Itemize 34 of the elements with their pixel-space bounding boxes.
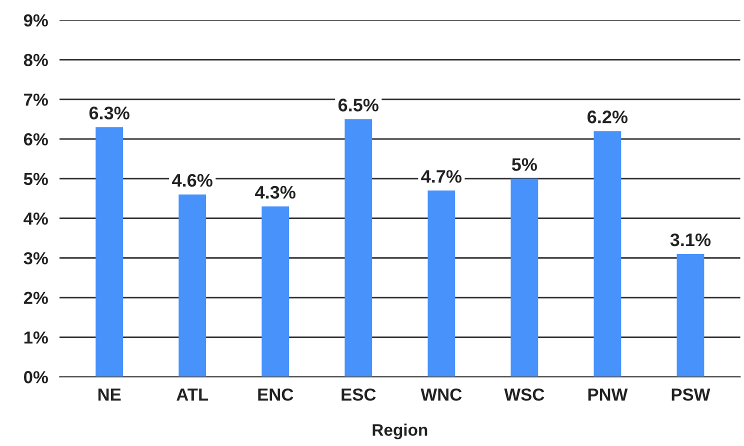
- x-tick-label: PNW: [588, 388, 628, 401]
- y-tick-label: 6%: [24, 133, 48, 146]
- x-tick-label: NE: [98, 388, 121, 401]
- data-label: 6.3%: [89, 106, 130, 120]
- y-tick-label: 5%: [24, 172, 48, 186]
- bar: [96, 127, 124, 377]
- x-tick-label: WSC: [504, 388, 544, 401]
- y-tick-label: 4%: [24, 212, 48, 225]
- bar: [510, 178, 538, 377]
- y-tick-label: 8%: [24, 54, 48, 66]
- data-label: 4.7%: [421, 170, 462, 183]
- x-tick-label: ESC: [342, 388, 376, 401]
- x-tick-label: PSW: [672, 388, 710, 401]
- y-tick-label: 0%: [24, 371, 48, 384]
- bar: [428, 190, 456, 377]
- data-label: 4.6%: [172, 174, 212, 187]
- data-label: 3.1%: [670, 233, 711, 246]
- y-tick-label: 9%: [24, 14, 48, 27]
- y-tick-label: 1%: [24, 331, 48, 344]
- bar: [594, 131, 622, 377]
- y-tick-label: 7%: [24, 94, 48, 106]
- y-tick-label: 2%: [24, 292, 48, 304]
- x-tick-label: ATL: [176, 388, 208, 401]
- x-tick-label: ENC: [258, 388, 294, 401]
- y-tick-label: 3%: [24, 252, 48, 264]
- data-label: 5%: [512, 158, 537, 171]
- x-axis-title: Region: [372, 424, 428, 440]
- data-label: 6.2%: [588, 110, 628, 124]
- bar: [262, 206, 290, 377]
- data-label: 6.5%: [338, 98, 378, 112]
- bar: [344, 119, 372, 377]
- bar: [178, 194, 206, 377]
- data-label: 4.3%: [255, 186, 296, 199]
- x-tick-label: WNC: [420, 388, 462, 401]
